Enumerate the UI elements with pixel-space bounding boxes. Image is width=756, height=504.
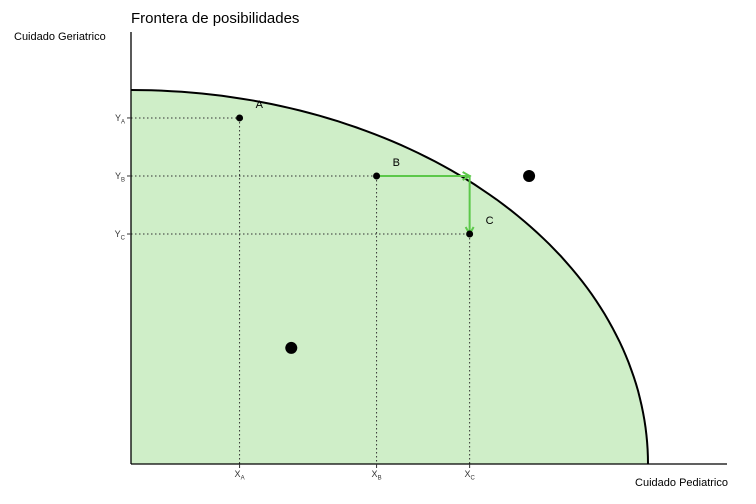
extra-point-1 <box>523 169 536 182</box>
svg-text:YC: YC <box>115 229 126 242</box>
y-tick-label-a: YA <box>115 113 125 126</box>
svg-text:YA: YA <box>115 113 125 126</box>
svg-text:XC: XC <box>464 469 475 482</box>
extra-point-2 <box>285 341 298 354</box>
point-label-a: A <box>256 99 264 111</box>
y-axis-label: Cuidado Geriatrico <box>14 31 106 43</box>
x-tick-label-b: XB <box>372 469 382 482</box>
point-b <box>373 172 381 180</box>
svg-text:XA: XA <box>235 469 245 482</box>
point-a <box>236 114 244 122</box>
y-tick-label-b: YB <box>115 171 125 184</box>
x-tick-label-c: XC <box>464 469 475 482</box>
x-axis-label: Cuidado Pediatrico <box>635 477 728 489</box>
axis-ticks: XA XB XC YA YB YC <box>115 113 476 482</box>
point-label-b: B <box>393 157 400 169</box>
chart-title: Frontera de posibilidades <box>131 10 300 27</box>
y-tick-label-c: YC <box>115 229 126 242</box>
svg-text:YB: YB <box>115 171 125 184</box>
arrow-head-right <box>462 171 472 181</box>
feasible-area <box>131 90 648 464</box>
x-tick-label-a: XA <box>235 469 245 482</box>
svg-text:XB: XB <box>372 469 382 482</box>
point-c <box>466 230 474 238</box>
frontier-points: A B C <box>236 99 494 238</box>
guide-lines <box>131 117 471 464</box>
frontier-curve <box>130 89 649 465</box>
point-label-c: C <box>486 215 494 227</box>
extra-points <box>285 169 536 354</box>
